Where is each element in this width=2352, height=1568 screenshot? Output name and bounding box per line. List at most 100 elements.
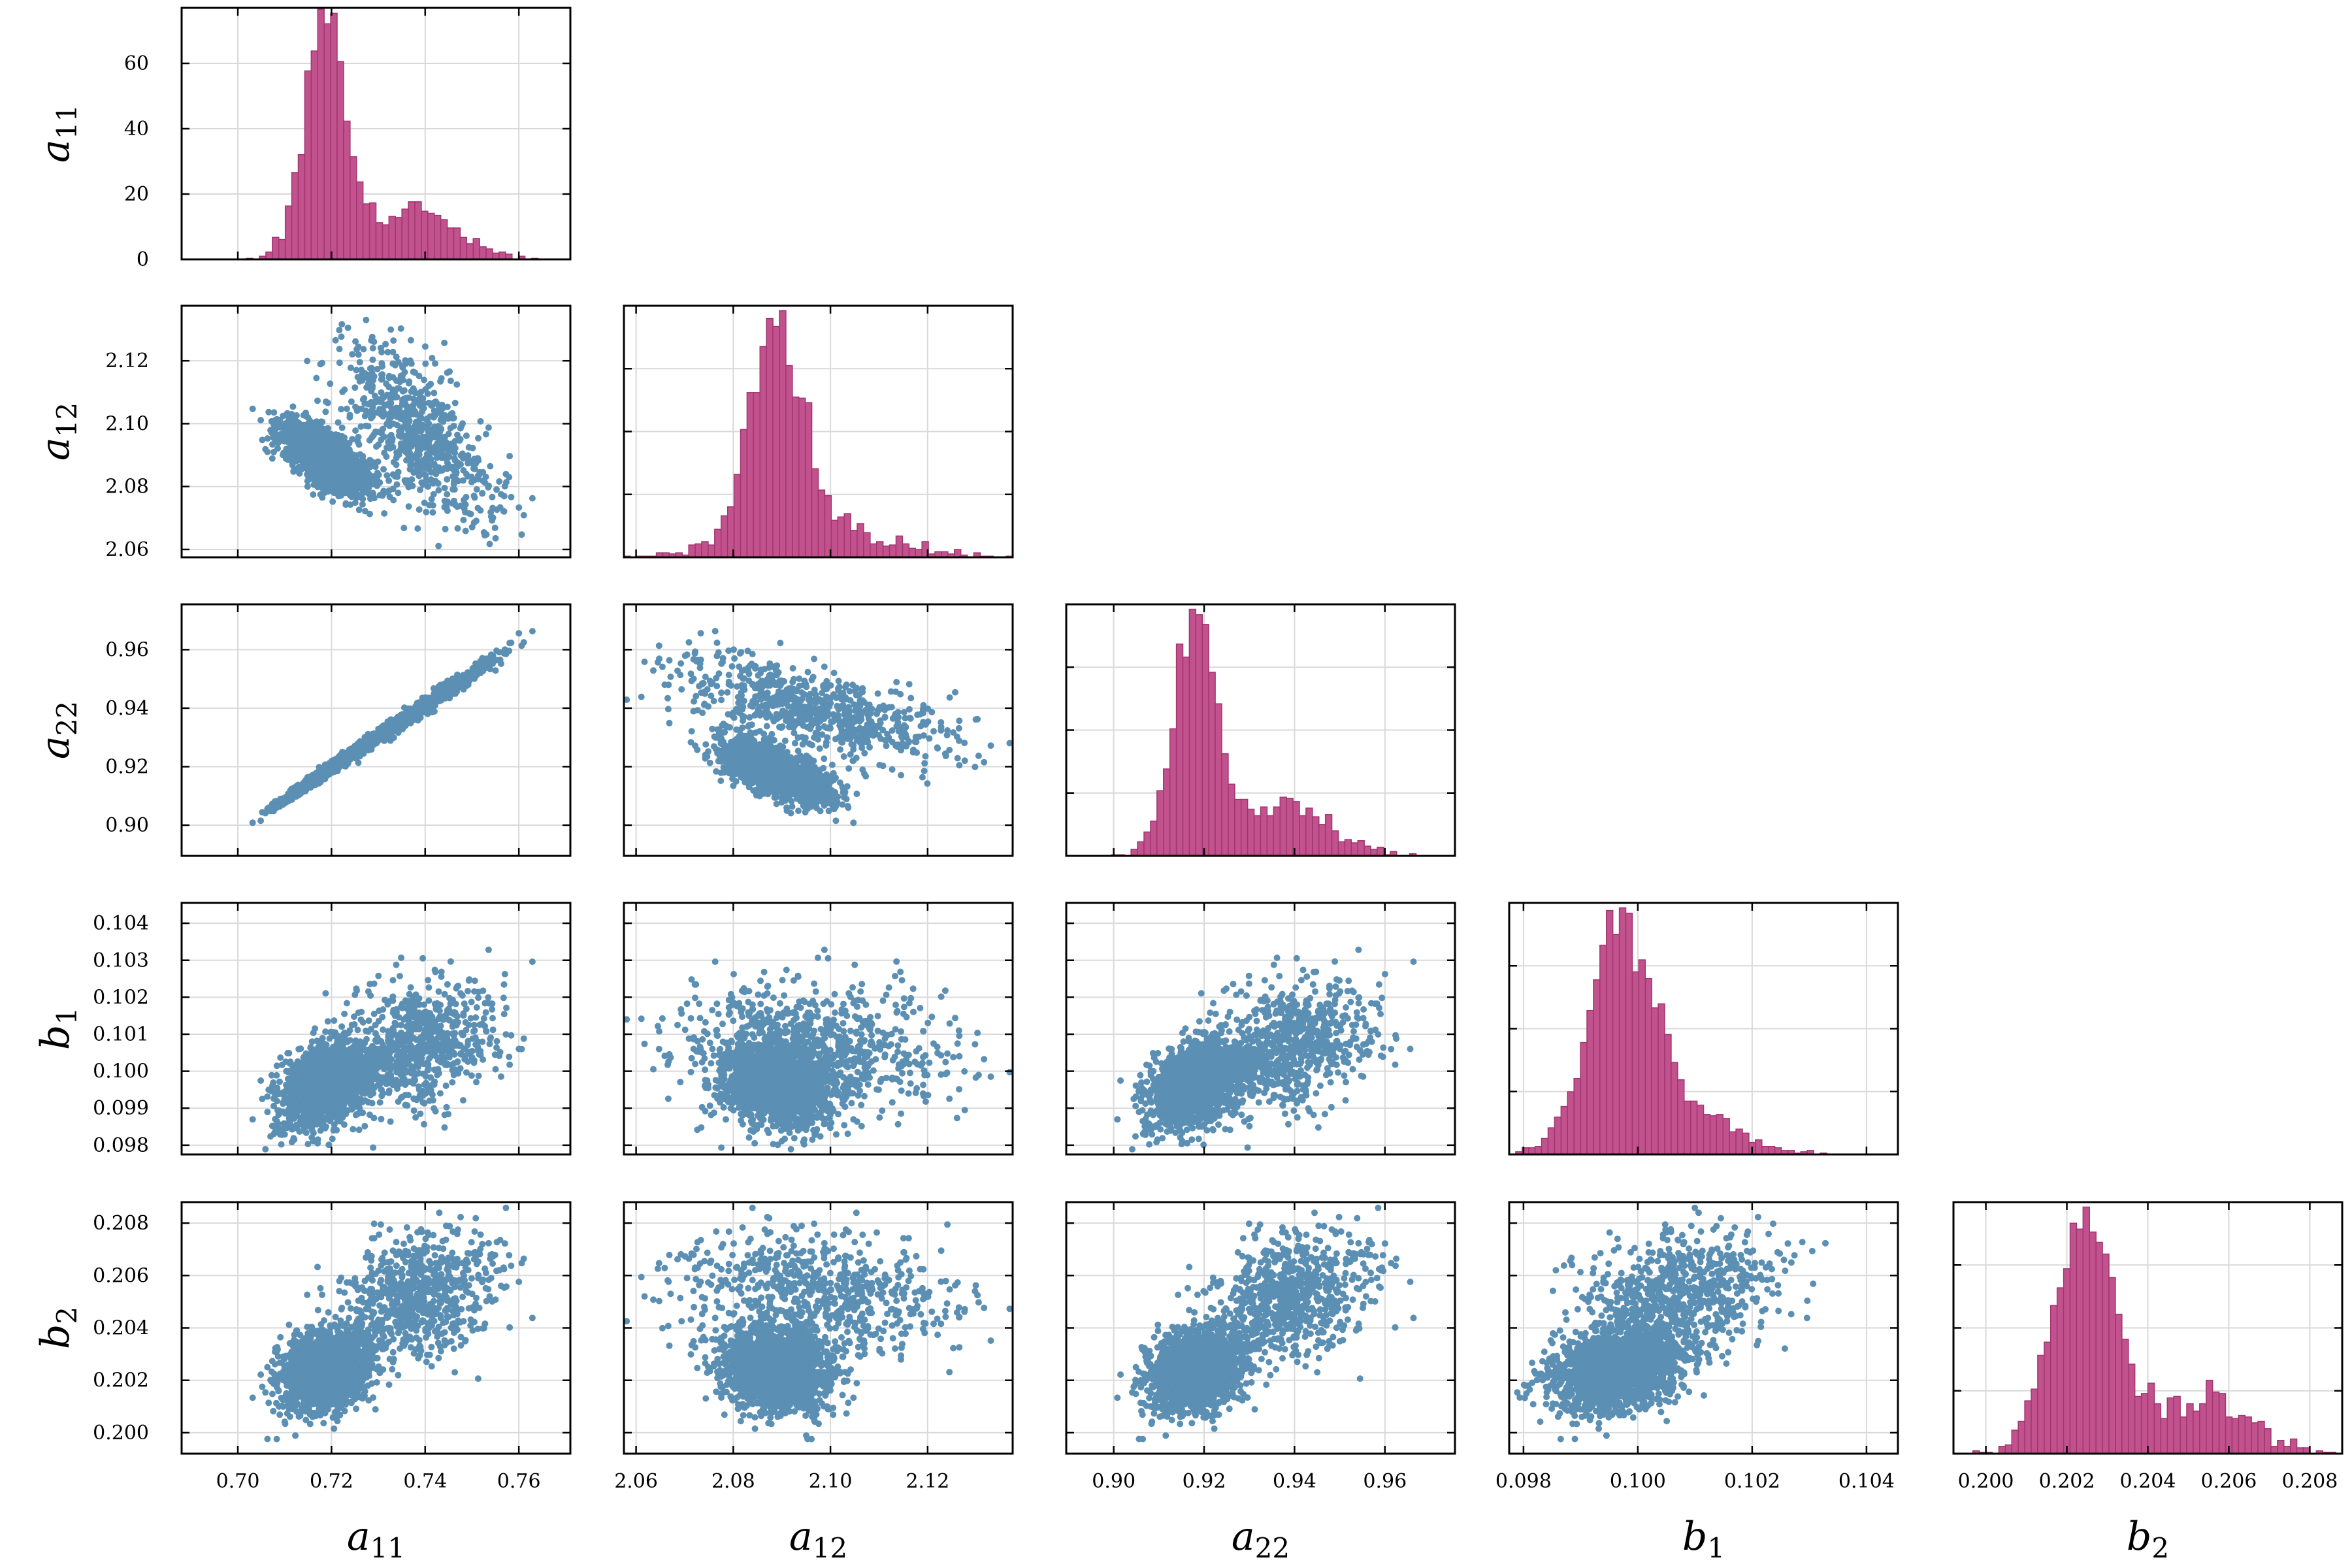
y-tick-label: 2.06 (105, 538, 149, 561)
scatter-point (449, 410, 456, 417)
scatter-point (283, 436, 290, 444)
scatter-point (487, 463, 494, 470)
scatter-point (321, 471, 329, 478)
histogram-bar (830, 519, 839, 558)
scatter-point (475, 434, 482, 442)
histogram-bar (498, 252, 506, 260)
scatter-point (459, 450, 466, 457)
scatter-point (338, 406, 345, 413)
scatter-point (310, 449, 318, 456)
scatter-point (336, 444, 344, 451)
scatter-point (264, 435, 271, 442)
histogram-bar (401, 208, 409, 260)
histogram-bar (485, 248, 493, 260)
histogram-bar (876, 541, 884, 558)
histogram-bar (850, 530, 858, 558)
scatter-point (435, 487, 442, 494)
scatter-point (330, 487, 337, 494)
scatter-point (410, 410, 417, 417)
scatter-point (327, 380, 334, 387)
scatter-point (285, 446, 292, 453)
scatter-point (372, 459, 379, 466)
scatter-point (338, 424, 346, 431)
scatter-point (304, 444, 312, 451)
scatter-point (432, 398, 439, 405)
scatter-point (262, 446, 269, 453)
histogram-bar (382, 224, 390, 260)
scatter-point (503, 479, 510, 485)
scatter-point (358, 405, 365, 412)
scatter-point (451, 445, 459, 451)
scatter-point (351, 499, 359, 506)
scatter-point (356, 359, 363, 366)
scatter-point (383, 453, 390, 460)
scatter-point (401, 443, 408, 450)
histogram-bar (714, 529, 722, 558)
histogram-bar (459, 237, 468, 260)
scatter-point (381, 401, 388, 408)
histogram-bar (350, 156, 357, 260)
scatter-point (319, 359, 325, 367)
scatter-point (419, 395, 427, 402)
scatter-point (355, 343, 362, 350)
scatter-point (249, 405, 256, 412)
scatter-point (518, 531, 525, 538)
scatter-point (434, 440, 441, 447)
scatter-point (352, 427, 359, 434)
histogram-bar (811, 468, 819, 558)
scatter-point (432, 412, 438, 419)
histogram-bar (746, 392, 755, 558)
scatter-point (421, 376, 427, 384)
scatter-point (431, 478, 438, 485)
scatter-point (442, 525, 449, 532)
scatter-point (496, 478, 503, 485)
scatter-point (483, 531, 490, 538)
scatter-point (520, 639, 527, 646)
scatter-point (365, 491, 372, 498)
scatter-point (502, 470, 510, 478)
scatter-point (444, 498, 451, 505)
scatter-point (529, 495, 536, 502)
histogram-bar (368, 202, 377, 260)
scatter-point (515, 504, 523, 511)
scatter-point (491, 525, 498, 531)
scatter-point (358, 484, 365, 491)
scatter-point (429, 462, 435, 469)
scatter-point (425, 399, 433, 406)
scatter-point (482, 431, 489, 438)
scatter-point (454, 459, 461, 466)
scatter-point (418, 408, 425, 416)
scatter-point (348, 457, 355, 464)
scatter-point (412, 421, 419, 428)
scatter-point (405, 380, 412, 387)
histogram-bar (479, 246, 487, 260)
scatter-point (407, 432, 414, 439)
scatter-point (363, 384, 370, 391)
scatter-point (431, 423, 438, 431)
scatter-point (361, 463, 368, 470)
scatter-point (370, 373, 378, 380)
scatter-point (381, 510, 388, 517)
histogram-bar (297, 154, 306, 260)
y-tick-label: 20 (124, 183, 149, 206)
scatter-point (442, 433, 449, 440)
scatter-point (422, 360, 429, 367)
scatter-point (451, 486, 458, 493)
scatter-point (336, 489, 343, 496)
scatter-point (398, 428, 405, 435)
scatter-point (336, 359, 343, 367)
scatter-point (405, 503, 412, 510)
histogram-bar (304, 70, 312, 260)
scatter-point (460, 516, 467, 523)
histogram-bar (721, 515, 728, 558)
scatter-point (486, 540, 493, 547)
scatter-point (269, 455, 276, 462)
scatter-point (336, 346, 343, 353)
scatter-point (408, 360, 415, 367)
scatter-point (273, 423, 280, 431)
scatter-point (334, 478, 341, 485)
scatter-point (304, 460, 311, 467)
scatter-point (529, 628, 536, 635)
scatter-point (301, 452, 308, 459)
scatter-point (417, 425, 425, 433)
